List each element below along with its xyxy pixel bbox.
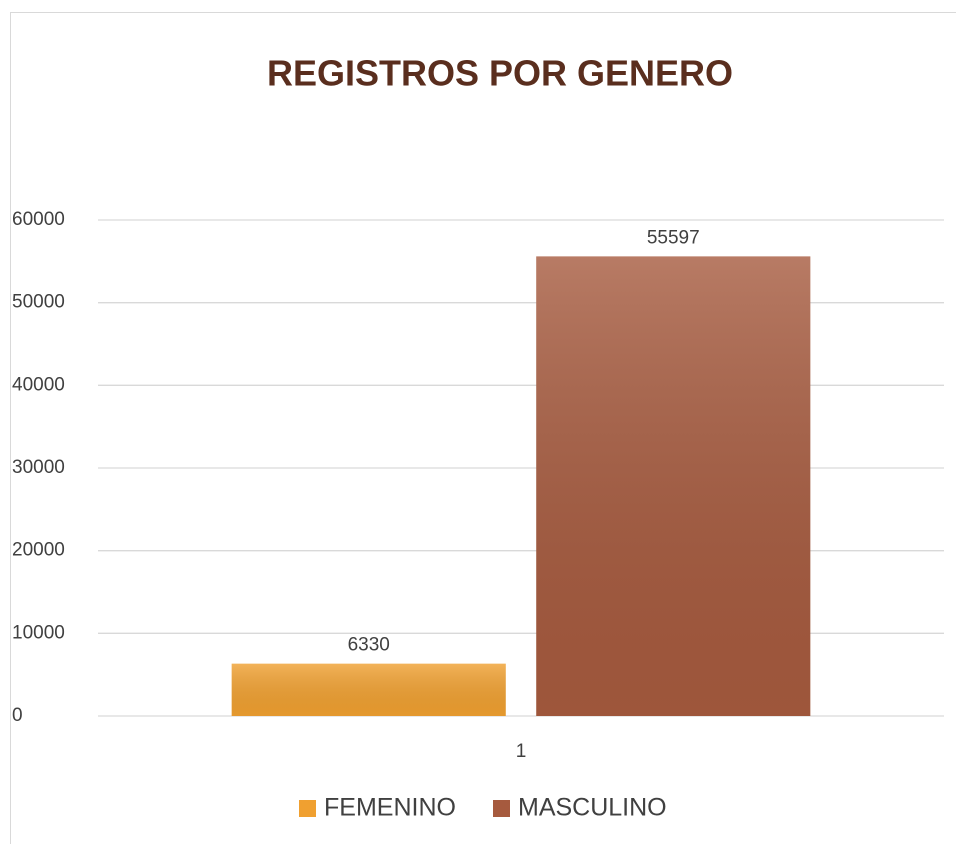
legend-label: FEMENINO [324, 794, 456, 822]
legend-label: MASCULINO [518, 794, 667, 822]
y-tick-label: 60000 [12, 209, 65, 230]
legend-swatch [493, 800, 510, 817]
y-tick-label: 20000 [12, 540, 65, 561]
y-tick-label: 50000 [12, 292, 65, 313]
bar-shade [536, 256, 810, 716]
chart-frame [11, 13, 956, 845]
legend-swatch [299, 800, 316, 817]
y-tick-label: 30000 [12, 457, 65, 478]
chart-title: REGISTROS POR GENERO [267, 53, 733, 94]
x-tick-label: 1 [516, 741, 527, 762]
y-tick-label: 0 [12, 705, 23, 726]
data-label: 6330 [348, 635, 390, 656]
y-tick-label: 10000 [12, 622, 65, 643]
bar-shade [232, 664, 506, 716]
data-label: 55597 [647, 227, 700, 248]
y-tick-label: 40000 [12, 374, 65, 395]
